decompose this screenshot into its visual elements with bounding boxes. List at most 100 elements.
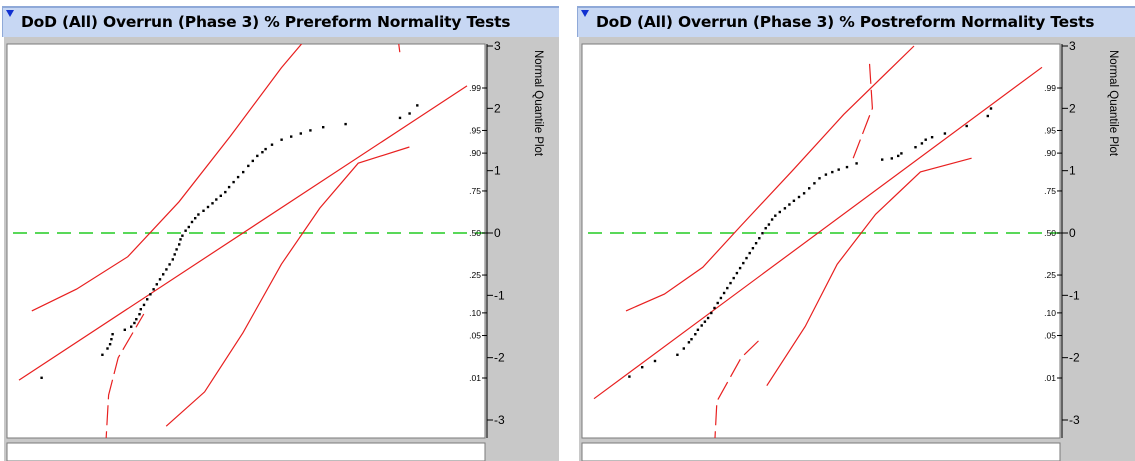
probability-tick-label: .10 <box>1044 308 1056 318</box>
probability-tick-label: .95 <box>1044 125 1056 135</box>
data-point <box>738 266 742 270</box>
data-point <box>242 170 245 174</box>
z-tick-label: 0 <box>1069 226 1076 240</box>
data-point <box>742 261 745 265</box>
data-point <box>215 198 218 201</box>
disclosure-triangle-icon[interactable] <box>581 10 589 17</box>
data-point <box>764 227 767 230</box>
data-point <box>290 135 293 138</box>
data-point <box>152 288 155 291</box>
probability-tick-label: .95 <box>469 125 481 135</box>
data-point <box>398 116 402 120</box>
panel-title: DoD (All) Overrun (Phase 3) % Prereform … <box>21 13 511 31</box>
data-point <box>299 132 302 135</box>
data-point <box>162 273 165 276</box>
data-point <box>178 243 181 246</box>
data-point <box>802 192 806 195</box>
data-point <box>280 138 283 141</box>
confidence-band-lower <box>165 146 410 427</box>
normal-quantile-plot[interactable]: -3 -2 -1 0 1 2 3 .01 .05 .10 .25 .50 .75 .90 .95 .99 Nor… <box>4 37 559 461</box>
probability-tick-label: .90 <box>469 148 481 158</box>
panel-title-bar[interactable]: DoD (All) Overrun (Phase 3) % Postreform… <box>577 6 1135 37</box>
z-tick-label: -1 <box>1069 288 1080 302</box>
data-point <box>181 234 184 237</box>
data-point <box>219 194 222 197</box>
data-point <box>236 175 240 179</box>
data-point <box>792 199 796 202</box>
data-point <box>101 353 104 356</box>
data-point <box>202 209 205 212</box>
z-tick-label: 0 <box>494 226 501 240</box>
data-point <box>930 136 934 139</box>
data-point <box>133 321 136 325</box>
data-point <box>130 325 133 328</box>
data-point <box>168 263 171 266</box>
lilliefors-bound-left <box>714 338 761 438</box>
plot-content <box>13 44 485 438</box>
bottom-strip <box>581 442 1061 461</box>
data-point <box>722 291 726 295</box>
data-point <box>641 366 644 369</box>
z-tick-label: -2 <box>1069 351 1080 365</box>
data-point <box>965 124 968 128</box>
data-point <box>703 320 707 323</box>
data-point <box>653 359 657 363</box>
data-point <box>206 205 210 209</box>
data-point <box>264 147 267 151</box>
z-tick-label: -3 <box>1069 413 1080 427</box>
data-point <box>890 157 893 160</box>
data-point <box>900 152 903 155</box>
side-axis-label: Normal Quantile Plot <box>1107 50 1119 157</box>
probability-tick-label: .75 <box>469 186 481 196</box>
data-point <box>914 146 917 149</box>
data-point <box>142 303 146 307</box>
data-point <box>845 165 849 169</box>
lilliefors-bound-left <box>105 313 145 438</box>
data-point <box>824 173 828 176</box>
data-point <box>232 180 235 184</box>
data-point <box>831 170 834 174</box>
data-point <box>713 306 716 310</box>
data-point <box>139 308 142 311</box>
plot-frame: -3 -2 -1 0 1 2 3 .01 .05 .10 .25 .50 .75 .90 .95 .99 Nor… <box>4 37 559 461</box>
normal-quantile-plot[interactable]: -3 -2 -1 0 1 2 3 .01 .05 .10 .25 .50 .75 .90 .95 .99 Nor… <box>579 37 1135 461</box>
confidence-band-upper <box>625 45 915 312</box>
data-point <box>682 347 685 350</box>
data-point <box>173 253 176 256</box>
data-point <box>735 271 739 275</box>
z-tick-label: -2 <box>494 351 505 365</box>
data-point <box>138 313 141 316</box>
data-point <box>726 286 729 290</box>
probability-tick-label: .25 <box>469 270 481 280</box>
probability-tick-label: .25 <box>1044 270 1056 280</box>
data-point <box>797 195 801 199</box>
prereform-panel: DoD (All) Overrun (Phase 3) % Prereform … <box>0 0 559 461</box>
data-point <box>146 298 149 301</box>
z-tick-label: 3 <box>1069 39 1076 53</box>
data-point <box>270 143 274 146</box>
data-point <box>184 229 187 232</box>
probability-tick-label: .50 <box>1044 228 1056 238</box>
data-point <box>309 129 312 132</box>
data-point <box>190 220 194 224</box>
fit-line <box>18 85 468 381</box>
data-point <box>943 132 947 135</box>
data-point <box>227 185 231 189</box>
z-tick-label: 2 <box>494 101 501 115</box>
data-point <box>106 347 109 350</box>
disclosure-triangle-icon[interactable] <box>6 10 14 17</box>
postreform-panel: DoD (All) Overrun (Phase 3) % Postreform… <box>575 0 1135 461</box>
data-point <box>774 214 777 217</box>
data-point <box>171 258 174 261</box>
data-point <box>108 343 112 346</box>
data-point <box>416 104 419 107</box>
data-point <box>818 177 821 180</box>
data-point <box>224 190 227 194</box>
confidence-band-upper <box>31 44 303 312</box>
data-point <box>155 283 158 286</box>
data-point <box>179 238 182 241</box>
data-point <box>111 333 114 336</box>
probability-tick-label: .01 <box>1044 373 1056 383</box>
panel-title-bar[interactable]: DoD (All) Overrun (Phase 3) % Prereform … <box>2 6 559 37</box>
probability-tick-label: .99 <box>469 83 481 93</box>
